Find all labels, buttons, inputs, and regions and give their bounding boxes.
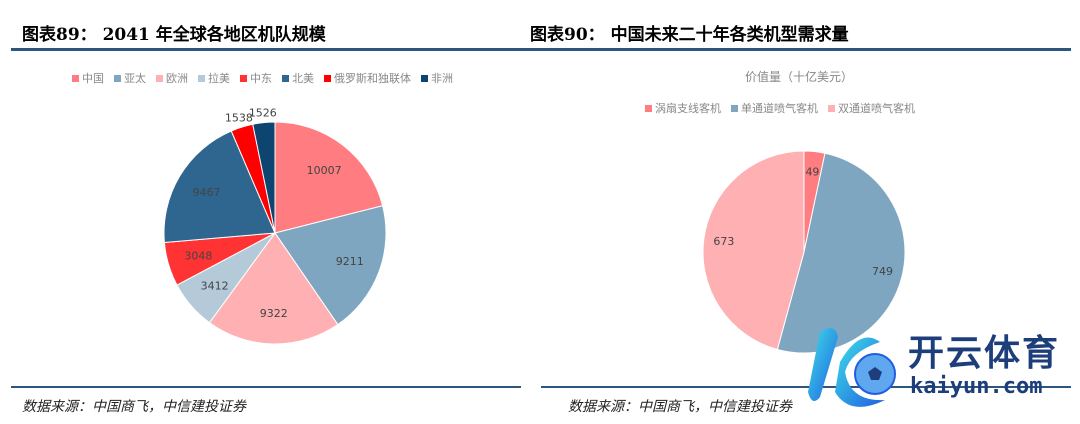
legend-label: 俄罗斯和独联体	[334, 72, 411, 85]
legend-item: 中东	[240, 70, 272, 86]
legend-item: 非洲	[421, 70, 453, 86]
slice-label: 9467	[192, 186, 220, 199]
title-divider-right	[521, 48, 1071, 51]
legend-swatch	[240, 74, 247, 82]
pie-slice	[274, 121, 384, 234]
pie-slice	[252, 121, 276, 234]
pie-slice	[208, 232, 339, 345]
chart89-title: 图表89： 2041 年全球各地区机队规模	[22, 25, 326, 45]
slice-label: 1526	[249, 107, 277, 120]
legend-swatch	[114, 74, 121, 82]
legend-label: 涡扇支线客机	[655, 102, 721, 115]
chart90-title: 图表90： 中国未来二十年各类机型需求量	[530, 25, 849, 45]
slice-label: 9322	[260, 307, 288, 320]
legend-item: 俄罗斯和独联体	[324, 70, 411, 86]
legend-label: 单通道喷气客机	[741, 102, 818, 115]
legend-label: 中国	[82, 72, 104, 85]
legend-item: 双通道喷气客机	[828, 100, 915, 116]
chart90-source: 数据来源：中国商飞，中信建投证券	[568, 399, 792, 415]
legend-label: 中东	[250, 72, 272, 85]
pie-slice	[274, 205, 387, 326]
legend-item: 拉美	[198, 70, 230, 86]
chart90-subtitle: 价值量（十亿美元）	[745, 70, 854, 84]
legend-item: 欧洲	[156, 70, 188, 86]
legend-swatch	[198, 74, 205, 82]
title-divider-left	[11, 48, 521, 51]
slice-label: 673	[713, 235, 734, 248]
legend-swatch	[324, 74, 331, 82]
legend-swatch	[156, 74, 163, 82]
chart90-legend: 涡扇支线客机 单通道喷气客机 双通道喷气客机	[645, 100, 915, 116]
legend-swatch	[828, 104, 835, 112]
legend-item: 北美	[282, 70, 314, 86]
legend-label: 拉美	[208, 72, 230, 85]
slice-label: 49	[805, 166, 819, 179]
slice-label: 9211	[336, 255, 364, 268]
pie-slice	[163, 130, 276, 244]
legend-swatch	[645, 104, 652, 112]
legend-swatch	[421, 74, 428, 82]
source-divider-left	[11, 386, 521, 388]
legend-item: 单通道喷气客机	[731, 100, 818, 116]
kaiyun-watermark-logo: 开云体育 kaiyun.com	[790, 322, 1080, 412]
legend-swatch	[282, 74, 289, 82]
chart89-legend: 中国 亚太 欧洲 拉美 中东 北美 俄罗斯和独联体 非洲	[72, 70, 453, 86]
legend-label: 亚太	[124, 72, 146, 85]
slice-label: 1538	[225, 112, 253, 125]
kaiyun-cn-text: 开云体育	[908, 333, 1061, 374]
legend-label: 欧洲	[166, 72, 188, 85]
slice-label: 3048	[184, 250, 212, 263]
source-divider-right	[541, 386, 1071, 388]
chart89-source: 数据来源：中国商飞，中信建投证券	[22, 399, 246, 415]
legend-label: 北美	[292, 72, 314, 85]
legend-item: 中国	[72, 70, 104, 86]
legend-label: 非洲	[431, 72, 453, 85]
legend-item: 亚太	[114, 70, 146, 86]
legend-label: 双通道喷气客机	[838, 102, 915, 115]
legend-swatch	[72, 74, 79, 82]
slice-label: 3412	[201, 279, 229, 292]
kaiyun-en-text: kaiyun.com	[910, 374, 1043, 399]
slice-label: 749	[872, 265, 893, 278]
slice-label: 10007	[307, 164, 342, 177]
legend-item: 涡扇支线客机	[645, 100, 721, 116]
legend-swatch	[731, 104, 738, 112]
pie-slice	[702, 150, 805, 351]
kaiyun-k-ball-icon	[808, 328, 896, 407]
